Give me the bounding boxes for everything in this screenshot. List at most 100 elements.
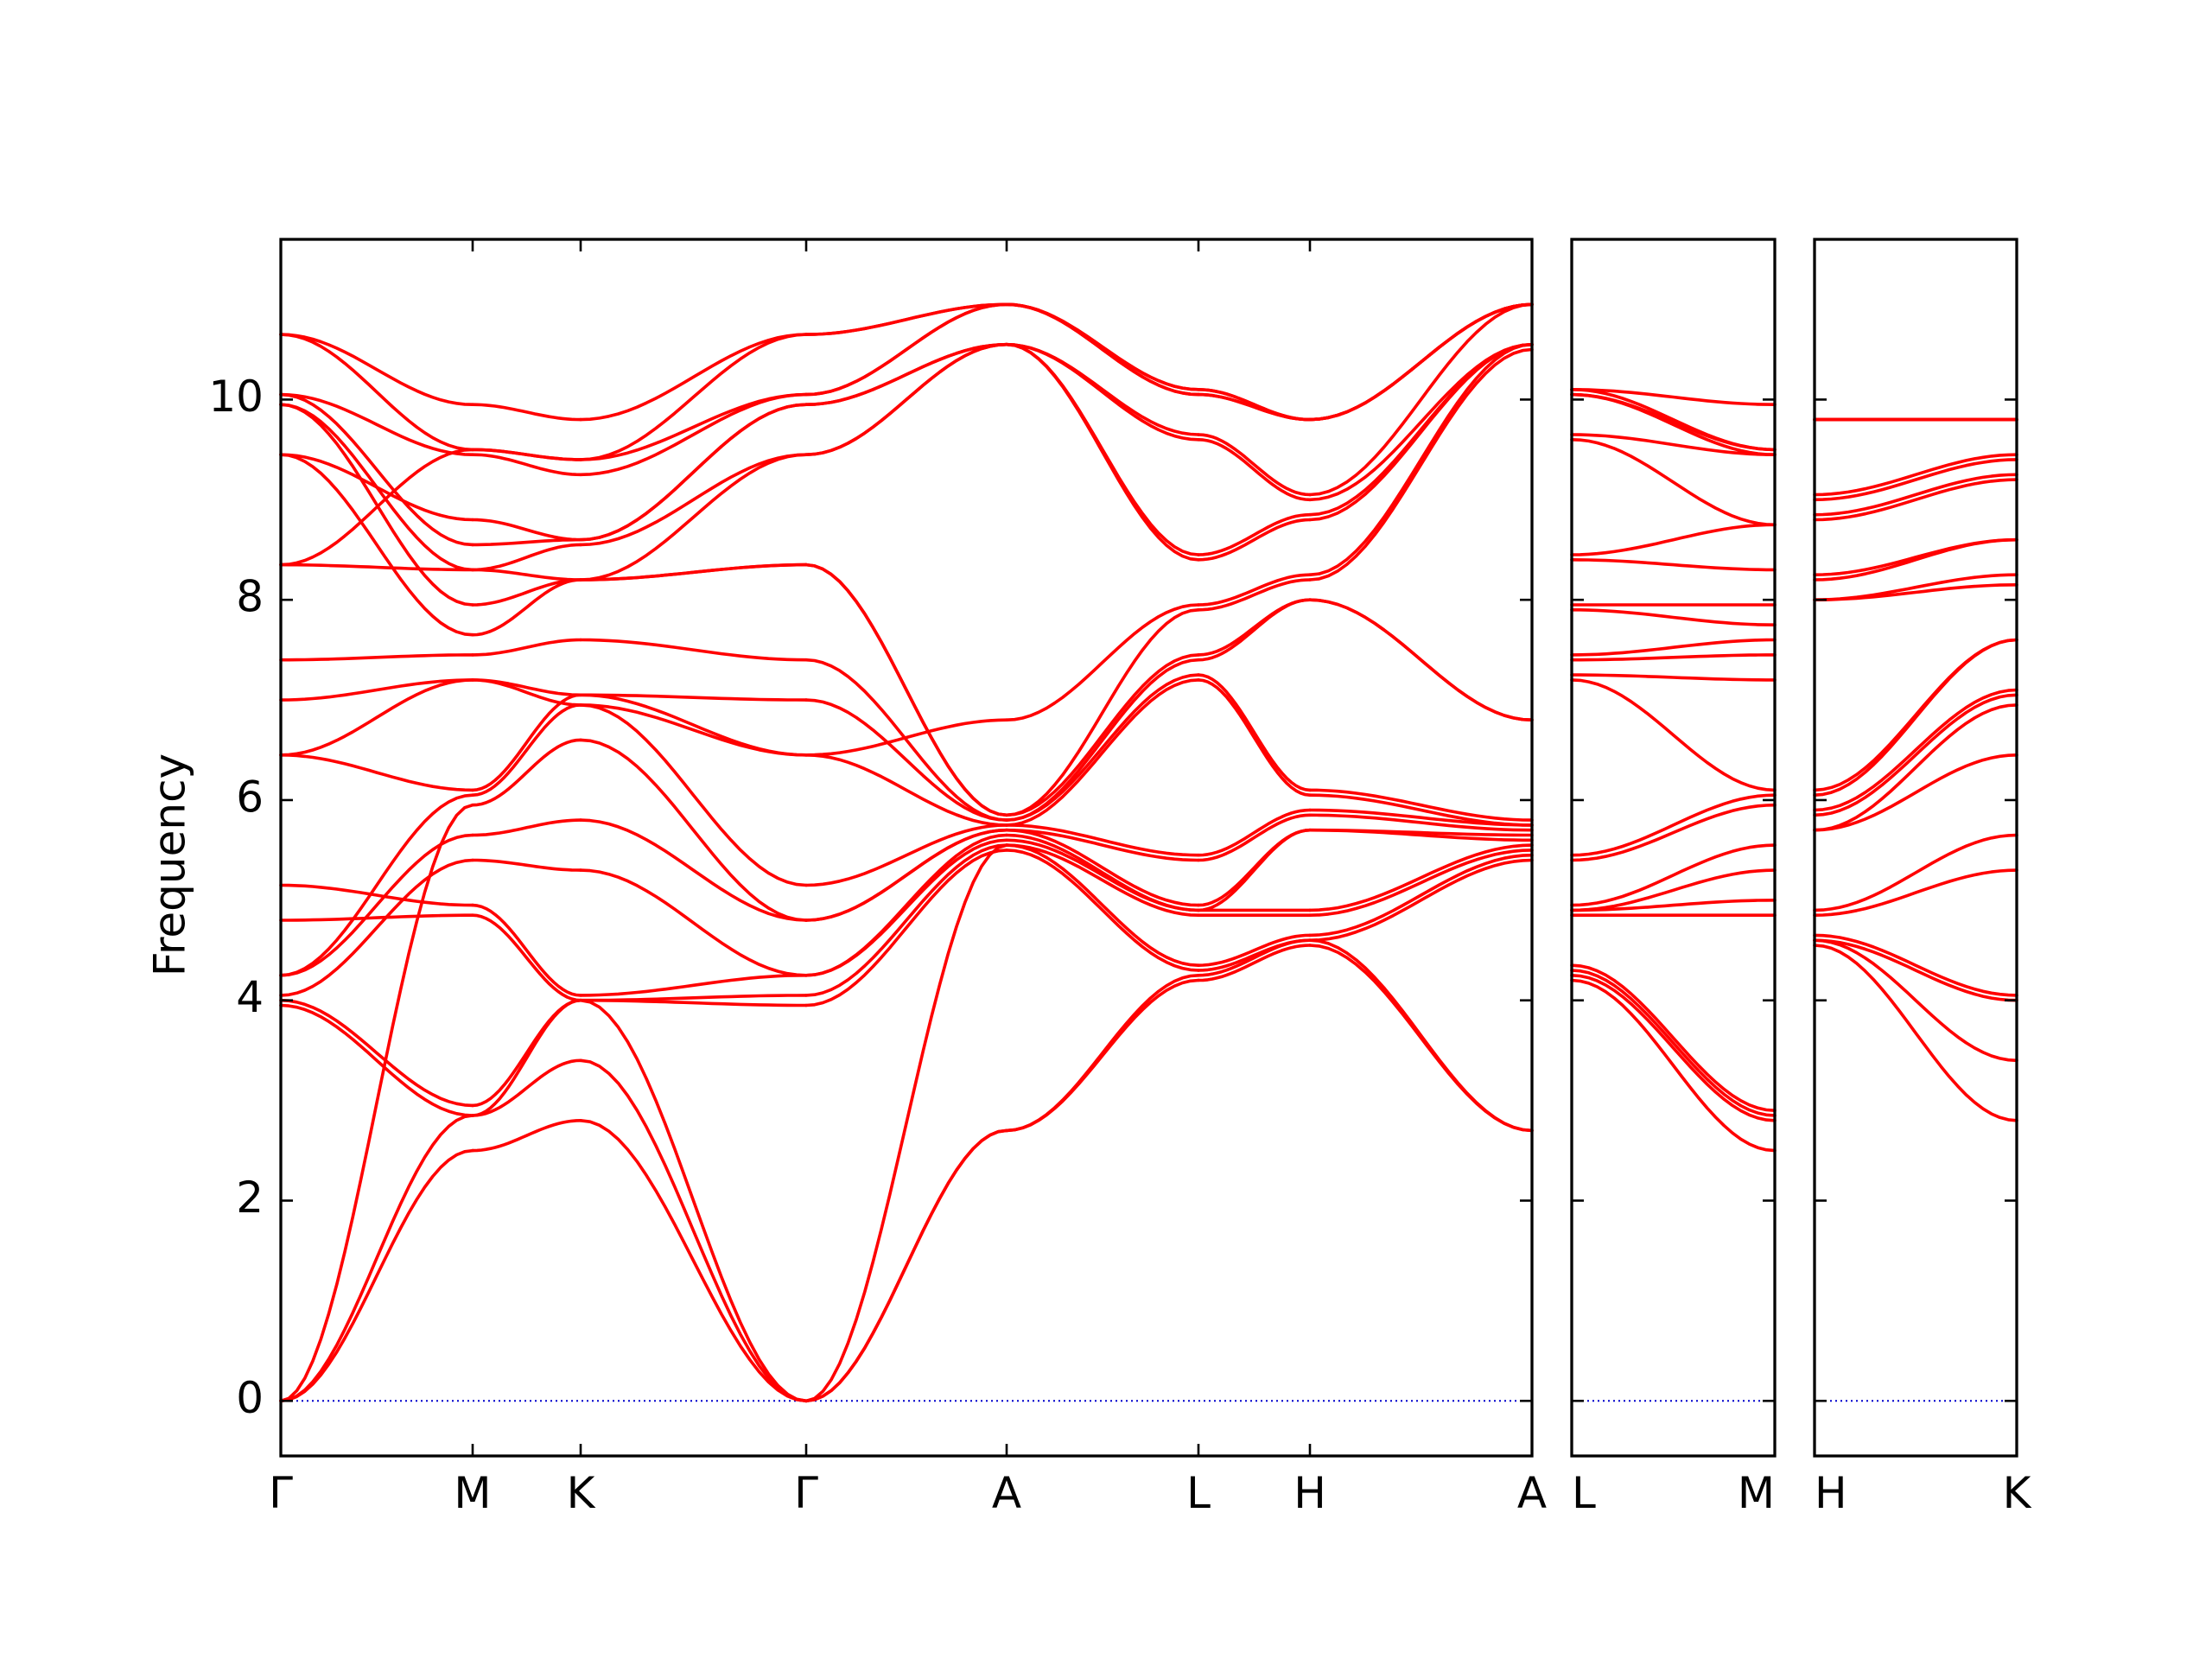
band-L-M-24 (1570, 388, 1777, 406)
band-Γ-M-17 (279, 453, 474, 637)
band-Γ-M-7 (279, 833, 474, 977)
band-Γ-A-5 (804, 843, 1008, 997)
band-K-Γ-3 (579, 998, 808, 1403)
band-L-M-4 (1570, 963, 1777, 1112)
band-H-K-3 (1813, 938, 2018, 1002)
band-H-K-12 (1813, 638, 2018, 792)
band-H-K-5 (1813, 868, 2018, 917)
band-L-H-24 (1197, 388, 1312, 422)
band-L-M-20 (1570, 433, 1777, 456)
band-L-M-23 (1570, 388, 1777, 452)
band-K-Γ-6 (579, 974, 808, 997)
band-H-K-7 (1813, 753, 2018, 832)
band-L-M-14 (1570, 638, 1777, 657)
band-L-H-19 (1197, 438, 1312, 502)
band-M-K-20 (471, 518, 582, 542)
band-K-Γ-5 (579, 994, 808, 1002)
band-M-K-9 (471, 738, 582, 807)
band-H-A-11 (1308, 793, 1534, 827)
band-M-K-15 (471, 578, 582, 637)
band-Γ-M-6 (279, 858, 474, 997)
band-Γ-M-9 (279, 913, 474, 922)
band-H-A-5 (1308, 849, 1534, 917)
band-Γ-A-7 (804, 833, 1008, 977)
band-L-H-1 (1197, 944, 1312, 982)
band-Γ-A-12 (804, 718, 1008, 757)
band-K-Γ-22 (579, 392, 808, 461)
band-L-H-16 (1197, 573, 1312, 607)
x-tick-label: M (454, 1468, 491, 1518)
band-Γ-M-20 (279, 403, 474, 572)
band-A-L-9 (1005, 828, 1200, 862)
band-Γ-M-2 (279, 1114, 474, 1403)
band-M-K-17 (471, 568, 582, 582)
y-tick-label: 8 (236, 572, 264, 622)
band-A-L-5 (1005, 843, 1200, 917)
y-tick-label: 4 (236, 972, 264, 1022)
band-M-K-24 (471, 403, 582, 422)
band-H-K-1 (1813, 944, 2018, 1122)
band-M-K-18 (471, 543, 582, 572)
band-L-M-15 (1570, 608, 1777, 626)
band-L-H-15 (1197, 578, 1312, 612)
band-L-H-11 (1197, 678, 1312, 797)
band-A-L-8 (1005, 828, 1200, 907)
panel-frame (1813, 238, 2018, 1458)
band-Γ-A-13 (804, 698, 1008, 822)
band-M-K-7 (471, 858, 582, 872)
band-M-K-10 (471, 703, 582, 797)
band-A-L-11 (1005, 678, 1200, 827)
band-M-K-14 (471, 638, 582, 657)
band-H-K-2 (1813, 938, 2018, 1063)
band-Γ-M-10 (279, 883, 474, 907)
band-L-M-9 (1570, 803, 1777, 862)
band-Γ-M-22 (279, 392, 474, 456)
band-H-A-2 (1308, 938, 1534, 1133)
band-Γ-M-11 (279, 753, 474, 792)
y-tick-label: 0 (236, 1373, 264, 1423)
band-K-Γ-24 (579, 333, 808, 422)
band-L-M-1 (1570, 978, 1777, 1153)
band-Γ-A-16 (804, 563, 1008, 817)
band-H-A-4 (1308, 853, 1534, 938)
band-K-Γ-9 (579, 738, 808, 922)
band-K-Γ-7 (579, 868, 808, 977)
band-M-K-1 (471, 1119, 582, 1153)
band-L-M-12 (1570, 673, 1777, 682)
band-Γ-M-24 (279, 333, 474, 406)
band-A-L-20 (1005, 342, 1200, 436)
band-A-L-16 (1005, 603, 1200, 721)
band-L-H-20 (1197, 433, 1312, 497)
band-Γ-M-19 (279, 403, 474, 607)
band-M-K-21 (471, 453, 582, 477)
x-tick-label: A (1517, 1468, 1547, 1518)
y-tick-label: 6 (236, 772, 264, 822)
band-Γ-A-4 (804, 849, 1008, 1007)
band-L-H-17 (1197, 518, 1312, 562)
band-L-M-19 (1570, 438, 1777, 527)
band-L-H-3 (1197, 938, 1312, 972)
band-L-M-8 (1570, 843, 1777, 907)
band-H-K-4 (1813, 933, 2018, 997)
band-L-H-10 (1197, 808, 1312, 857)
panel-frame (1570, 238, 1777, 1458)
band-K-Γ-10 (579, 703, 808, 887)
band-L-M-2 (1570, 974, 1777, 1122)
band-Γ-M-14 (279, 653, 474, 662)
x-tick-label: A (992, 1468, 1021, 1518)
band-Γ-M-8 (279, 793, 474, 977)
band-M-K-6 (471, 903, 582, 997)
band-Γ-A-22 (804, 302, 1008, 397)
band-Γ-M-21 (279, 392, 474, 547)
band-L-M-6 (1570, 899, 1777, 912)
band-H-K-14 (1813, 573, 2018, 601)
band-L-M-17 (1570, 558, 1777, 572)
band-M-K-4 (471, 998, 582, 1108)
band-Γ-A-24 (804, 302, 1008, 336)
x-tick-label: K (2003, 1468, 2032, 1518)
band-K-Γ-23 (579, 333, 808, 461)
band-M-K-23 (471, 448, 582, 461)
band-H-K-19 (1813, 458, 2018, 502)
band-H-A-24 (1308, 302, 1534, 422)
